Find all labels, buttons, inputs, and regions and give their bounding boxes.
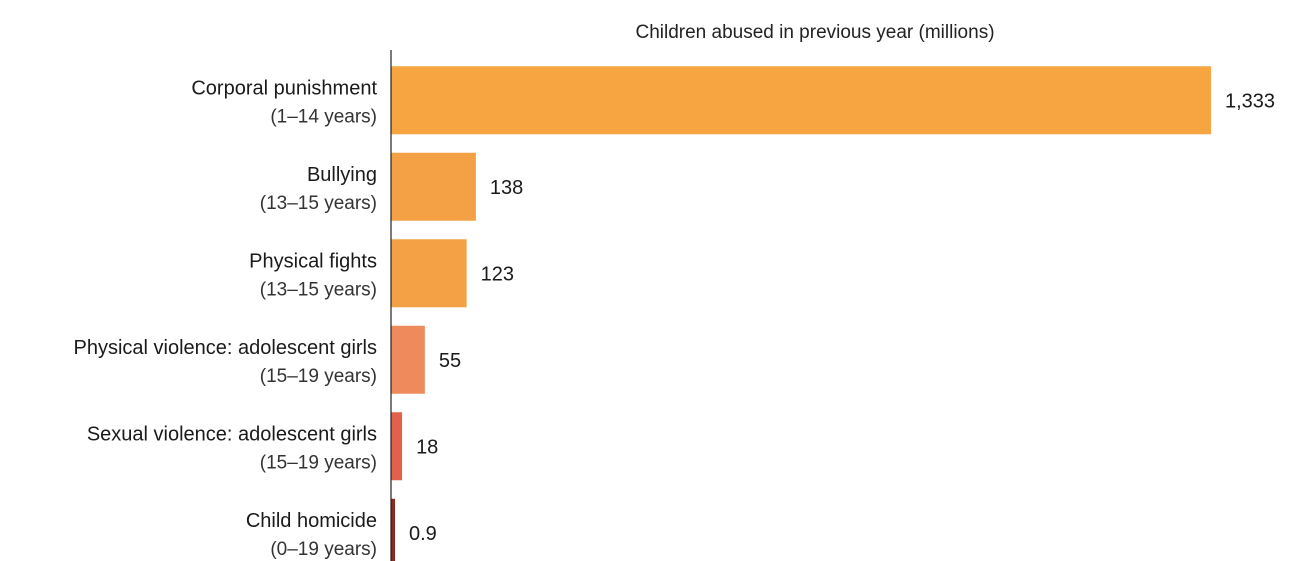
category-age-1: (13–15 years) bbox=[260, 193, 377, 214]
value-label-2: 123 bbox=[481, 263, 514, 285]
category-age-3: (15–19 years) bbox=[260, 366, 377, 387]
value-label-5: 0.9 bbox=[409, 523, 437, 545]
bar-0 bbox=[391, 66, 1211, 135]
bar-5 bbox=[391, 498, 395, 561]
value-label-0: 1,333 bbox=[1225, 90, 1275, 112]
category-age-0: (1–14 years) bbox=[270, 106, 377, 127]
bar-3 bbox=[391, 325, 425, 394]
category-label-2: Physical fights bbox=[249, 250, 377, 272]
category-age-5: (0–19 years) bbox=[270, 539, 377, 560]
chart-title: Children abused in previous year (millio… bbox=[635, 22, 994, 43]
bar-2 bbox=[391, 239, 467, 308]
category-label-4: Sexual violence: adolescent girls bbox=[87, 423, 377, 445]
category-age-2: (13–15 years) bbox=[260, 279, 377, 300]
bars-layer: Corporal punishment (1–14 years) 1,333 Bull… bbox=[74, 66, 1275, 561]
value-label-3: 55 bbox=[439, 350, 461, 372]
value-label-1: 138 bbox=[490, 177, 523, 199]
bar-4 bbox=[391, 412, 403, 481]
category-label-1: Bullying bbox=[307, 164, 377, 186]
category-label-5: Child homicide bbox=[246, 510, 377, 532]
category-label-0: Corporal punishment bbox=[191, 77, 377, 99]
value-label-4: 18 bbox=[416, 436, 438, 458]
category-label-3: Physical violence: adolescent girls bbox=[74, 337, 378, 359]
bar-1 bbox=[391, 152, 476, 221]
category-age-4: (15–19 years) bbox=[260, 452, 377, 473]
